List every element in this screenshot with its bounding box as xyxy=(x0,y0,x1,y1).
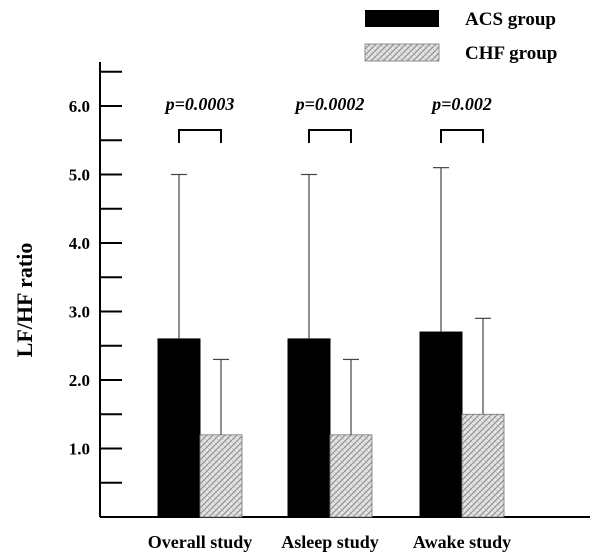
bar-acs xyxy=(419,331,463,518)
error-bars xyxy=(171,167,491,435)
legend-swatch-chf xyxy=(364,43,440,62)
bar-acs xyxy=(287,338,331,518)
legend: ACS group CHF group xyxy=(364,9,557,64)
significance-bracket xyxy=(308,129,352,143)
bar-acs xyxy=(157,338,201,518)
legend-label-chf: CHF group xyxy=(465,43,557,64)
bar-chf xyxy=(329,434,373,518)
significance-bracket xyxy=(440,129,484,143)
y-tick-label: 3.0 xyxy=(69,303,90,322)
y-ticks: 1.0 2.0 3.0 4.0 5.0 6.0 xyxy=(69,70,122,484)
p-value-label: p=0.0002 xyxy=(294,94,365,114)
category-labels: Overall study Asleep study Awake study xyxy=(148,532,511,552)
y-axis-title: LF/HF ratio xyxy=(12,243,37,358)
significance-brackets: p=0.0003 p=0.0002 p=0.002 xyxy=(164,94,492,143)
p-value-label: p=0.0003 xyxy=(164,94,235,114)
y-tick-label: 1.0 xyxy=(69,440,90,459)
significance-bracket xyxy=(178,129,222,143)
y-tick-label: 5.0 xyxy=(69,166,90,185)
y-tick-label: 2.0 xyxy=(69,371,90,390)
y-tick-label: 6.0 xyxy=(69,97,90,116)
p-value-label: p=0.002 xyxy=(430,94,492,114)
category-label: Asleep study xyxy=(281,532,379,552)
bar-chf xyxy=(199,434,243,518)
legend-label-acs: ACS group xyxy=(465,9,556,30)
y-tick-label: 4.0 xyxy=(69,234,90,253)
bar-chf xyxy=(461,413,505,518)
category-label: Overall study xyxy=(148,532,253,552)
bars xyxy=(157,331,505,518)
legend-swatch-acs xyxy=(365,10,439,27)
category-label: Awake study xyxy=(413,532,511,552)
